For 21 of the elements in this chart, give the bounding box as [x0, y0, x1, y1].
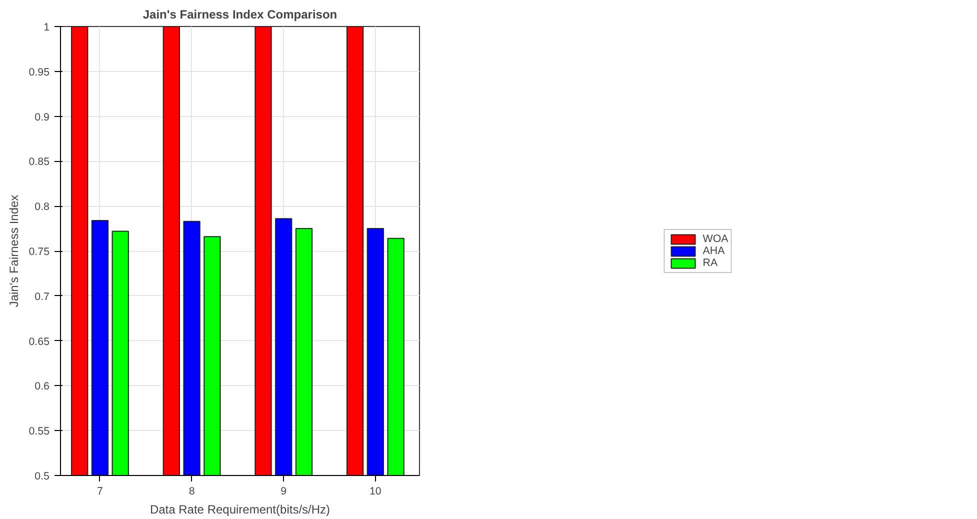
legend-label: AHA [702, 244, 725, 256]
y-tick-label: 0.6 [34, 380, 50, 393]
y-axis-title: Jain's Fairness Index [6, 194, 21, 308]
y-tick-label: 0.8 [34, 201, 50, 214]
x-axis-title: Data Rate Requirement(bits/s/Hz) [150, 502, 330, 516]
x-tick-label: 7 [97, 486, 104, 498]
y-tick-label: 0.7 [34, 290, 50, 303]
chart-title: Jain's Fairness Index Comparison [142, 8, 338, 22]
y-tick-label: 0.65 [28, 336, 50, 348]
y-tick-label: 0.75 [28, 246, 50, 258]
y-tick-label: 0.5 [34, 470, 50, 482]
x-tick-label: 9 [280, 486, 287, 498]
x-tick-label: 10 [370, 486, 382, 498]
y-tick-label: 1 [44, 22, 50, 34]
legend-label: WOA [702, 232, 728, 244]
y-tick-label: 0.9 [34, 111, 50, 124]
legend-label: RA [702, 256, 719, 268]
y-tick-label: 0.95 [28, 66, 50, 78]
y-tick-label: 0.85 [28, 156, 50, 168]
y-tick-label: 0.55 [28, 426, 50, 438]
x-tick-label: 8 [188, 486, 195, 498]
